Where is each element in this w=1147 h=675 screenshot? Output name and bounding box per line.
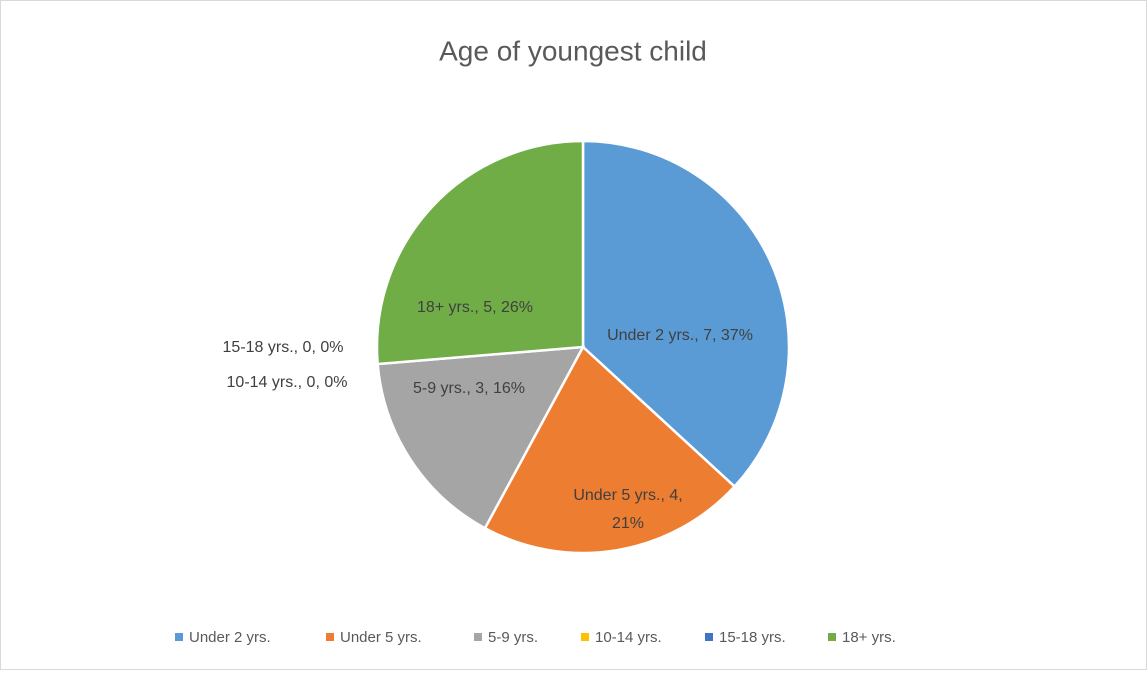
legend-label: 15-18 yrs.: [719, 629, 786, 646]
legend-swatch: [828, 633, 836, 641]
data-label: Under 5 yrs., 4, 21%: [573, 487, 682, 532]
legend-label: 18+ yrs.: [842, 629, 896, 646]
legend-label: Under 5 yrs.: [340, 629, 422, 646]
data-label: 15-18 yrs., 0, 0%: [223, 339, 344, 356]
data-label: 5-9 yrs., 3, 16%: [413, 380, 525, 397]
data-label: Under 2 yrs., 7, 37%: [607, 327, 753, 344]
legend-swatch: [581, 633, 589, 641]
pie-slice: [483, 344, 737, 555]
data-label-line: Under 5 yrs., 4,: [573, 487, 682, 504]
data-label-line: 21%: [612, 515, 644, 532]
legend-swatch: [326, 633, 334, 641]
legend-label: 5-9 yrs.: [488, 629, 538, 646]
pie-slice: [581, 139, 791, 489]
legend-label: 10-14 yrs.: [595, 629, 662, 646]
chart-title: Age of youngest child: [439, 35, 707, 66]
legend-label: Under 2 yrs.: [189, 629, 271, 646]
data-label: 10-14 yrs., 0, 0%: [227, 374, 348, 391]
data-label: 18+ yrs., 5, 26%: [417, 299, 533, 316]
legend-swatch: [474, 633, 482, 641]
legend-swatch: [175, 633, 183, 641]
legend-swatch: [705, 633, 713, 641]
pie-slice: [376, 345, 586, 530]
pie-slice: [375, 139, 585, 366]
